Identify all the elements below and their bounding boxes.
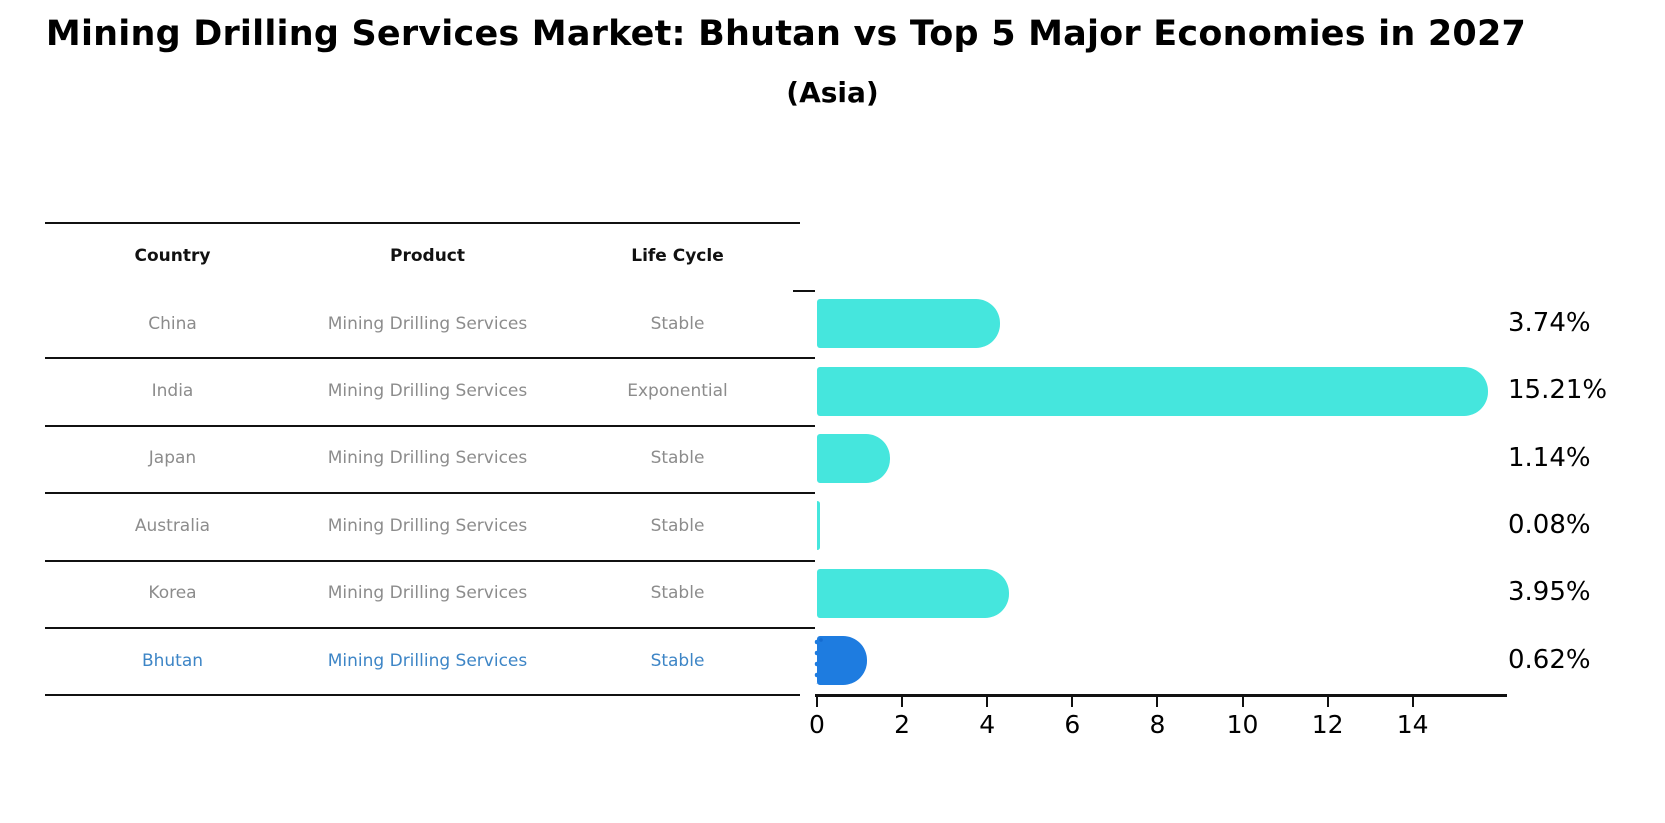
cell-country: China	[148, 313, 197, 334]
table-row-separator	[45, 424, 800, 427]
y-axis-tick	[793, 424, 815, 427]
x-axis-tick-label: 2	[894, 710, 911, 739]
column-header-country: Country	[134, 246, 211, 266]
value-label: 1.14%	[1508, 442, 1591, 473]
table-header-row: Country Product Life Cycle	[45, 222, 800, 290]
y-axis-tick	[793, 627, 815, 629]
table-row: Bhutan Mining Drilling Services Stable	[45, 627, 800, 694]
column-header-product: Product	[390, 246, 465, 266]
cell-country: Japan	[148, 448, 197, 469]
cell-product: Mining Drilling Services	[327, 650, 528, 671]
bar-korea	[817, 568, 1010, 618]
x-axis-tick-label: 10	[1226, 710, 1259, 739]
value-label: 3.74%	[1508, 307, 1591, 338]
cell-country: Bhutan	[141, 650, 204, 671]
x-axis-tick	[816, 697, 818, 707]
x-axis-tick-label: 6	[1064, 710, 1081, 739]
x-axis-tick-label: 0	[809, 710, 825, 739]
cell-product: Mining Drilling Services	[327, 448, 528, 469]
table-row: India Mining Drilling Services Exponenti…	[45, 357, 800, 424]
x-axis-tick	[901, 697, 904, 707]
bar-india	[817, 366, 1489, 416]
cell-life-cycle: Stable	[650, 515, 705, 536]
bar-china	[817, 299, 1001, 349]
x-axis-tick	[1071, 697, 1074, 707]
column-header-life-cycle: Life Cycle	[631, 246, 724, 266]
y-axis-tick	[793, 492, 815, 495]
cell-life-cycle: Stable	[650, 583, 705, 604]
cell-country: Korea	[148, 583, 197, 604]
table-row: Japan Mining Drilling Services Stable	[45, 425, 800, 492]
value-label: 3.95%	[1508, 577, 1591, 608]
cell-life-cycle: Stable	[650, 448, 705, 469]
x-axis-tick	[1326, 697, 1329, 707]
cell-life-cycle: Stable	[650, 650, 705, 671]
cell-country: India	[151, 381, 194, 402]
chart-title-wrap: Mining Drilling Services Market: Bhutan …	[0, 14, 1572, 54]
x-axis-tick	[1156, 697, 1159, 707]
bar-australia	[817, 501, 821, 551]
table-row-separator	[45, 627, 800, 629]
cell-country: Australia	[134, 515, 211, 536]
x-axis-tick-label: 4	[979, 710, 996, 739]
cell-product: Mining Drilling Services	[327, 515, 528, 536]
table-row: Korea Mining Drilling Services Stable	[45, 560, 800, 627]
value-label: 15.21%	[1508, 375, 1608, 406]
y-axis-tick	[793, 559, 815, 562]
cell-product: Mining Drilling Services	[327, 381, 528, 402]
cell-product: Mining Drilling Services	[327, 313, 528, 334]
x-axis-tick-label: 14	[1396, 710, 1429, 739]
y-axis-tick	[793, 357, 815, 360]
x-axis-tick	[986, 697, 989, 707]
cell-life-cycle: Stable	[650, 313, 705, 334]
table-row-separator	[45, 492, 800, 495]
table-row: China Mining Drilling Services Stable	[45, 290, 800, 357]
table-top-border	[45, 222, 800, 224]
y-axis-tick	[793, 290, 815, 292]
x-axis-tick-label: 8	[1149, 710, 1166, 739]
x-axis-tick	[1241, 697, 1244, 707]
table-row: Australia Mining Drilling Services Stabl…	[45, 492, 800, 559]
x-axis-line	[815, 694, 1507, 697]
cell-life-cycle: Exponential	[627, 381, 728, 402]
table-row-separator	[45, 357, 800, 360]
page-subtitle: (Asia)	[786, 76, 879, 109]
bar-japan	[817, 434, 890, 483]
x-axis-tick-label: 12	[1311, 710, 1344, 739]
x-axis-tick	[1411, 697, 1414, 707]
value-label: 0.08%	[1508, 509, 1591, 540]
table-row-separator	[45, 559, 800, 562]
table-row-separator	[45, 694, 800, 697]
bar-bhutan	[811, 636, 868, 686]
chart-subtitle-wrap: (Asia)	[0, 76, 1665, 109]
cell-product: Mining Drilling Services	[327, 583, 528, 604]
value-label: 0.62%	[1508, 644, 1591, 675]
page-title: Mining Drilling Services Market: Bhutan …	[45, 14, 1527, 54]
